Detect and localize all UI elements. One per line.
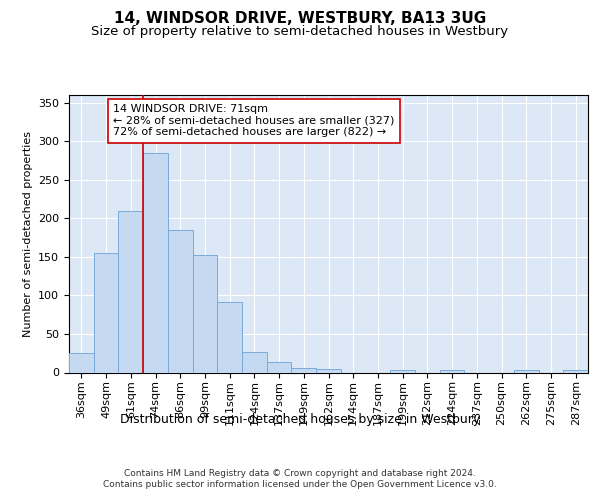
Bar	[563, 370, 588, 372]
Bar	[69, 353, 94, 372]
Bar	[292, 368, 316, 372]
Bar	[242, 352, 267, 372]
Text: Contains HM Land Registry data © Crown copyright and database right 2024.: Contains HM Land Registry data © Crown c…	[124, 469, 476, 478]
Bar	[94, 253, 118, 372]
Text: 14, WINDSOR DRIVE, WESTBURY, BA13 3UG: 14, WINDSOR DRIVE, WESTBURY, BA13 3UG	[114, 11, 486, 26]
Bar	[143, 153, 168, 372]
Text: Distribution of semi-detached houses by size in Westbury: Distribution of semi-detached houses by …	[120, 412, 480, 426]
Text: Size of property relative to semi-detached houses in Westbury: Size of property relative to semi-detach…	[91, 25, 509, 38]
Bar	[440, 370, 464, 372]
Bar	[118, 210, 143, 372]
Bar	[217, 302, 242, 372]
Bar	[168, 230, 193, 372]
Bar	[390, 370, 415, 372]
Y-axis label: Number of semi-detached properties: Number of semi-detached properties	[23, 130, 32, 337]
Text: Contains public sector information licensed under the Open Government Licence v3: Contains public sector information licen…	[103, 480, 497, 489]
Text: 14 WINDSOR DRIVE: 71sqm
← 28% of semi-detached houses are smaller (327)
72% of s: 14 WINDSOR DRIVE: 71sqm ← 28% of semi-de…	[113, 104, 395, 138]
Bar	[193, 256, 217, 372]
Bar	[514, 370, 539, 372]
Bar	[316, 368, 341, 372]
Bar	[267, 362, 292, 372]
